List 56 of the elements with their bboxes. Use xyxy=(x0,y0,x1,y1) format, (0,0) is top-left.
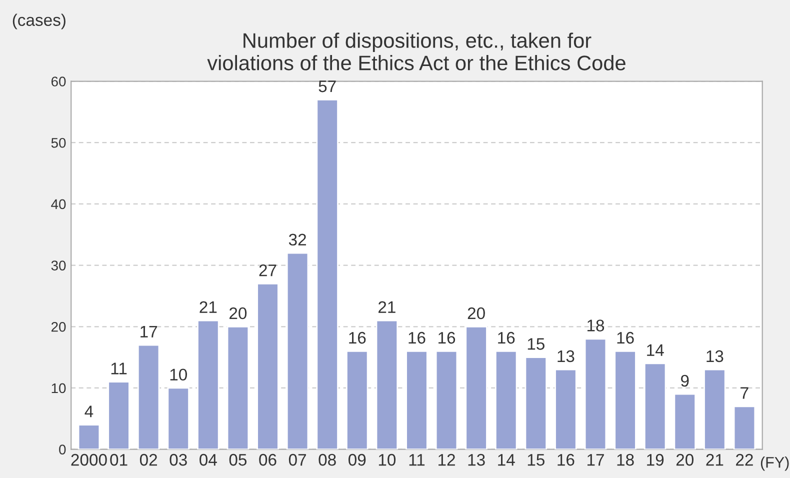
data-label: 21 xyxy=(200,301,217,313)
x-tick-label: 03 xyxy=(170,454,187,466)
x-tick-label: 19 xyxy=(647,454,664,466)
data-label: 16 xyxy=(408,332,426,344)
x-tick-label: 06 xyxy=(259,454,276,466)
data-label: 16 xyxy=(349,332,366,344)
x-tick-label: 14 xyxy=(498,454,515,466)
data-label: 32 xyxy=(288,234,306,246)
y-tick-label: 10 xyxy=(52,383,66,394)
data-label: 57 xyxy=(318,80,336,92)
data-label: 17 xyxy=(140,326,157,338)
data-label: 20 xyxy=(468,307,485,320)
data-label: 16 xyxy=(498,332,515,344)
x-tick-label: 01 xyxy=(110,454,128,466)
y-tick-label: 40 xyxy=(51,199,66,210)
x-tick-label: 04 xyxy=(200,454,217,466)
x-tick-label: 02 xyxy=(140,454,157,466)
y-tick-label: 20 xyxy=(51,322,66,332)
x-tick-label: 13 xyxy=(468,454,485,466)
chart-title: Number of dispositions, etc., taken for violations of the Ethics Act or the Ethics Code xyxy=(207,32,626,70)
y-axis-title: (cases) xyxy=(12,14,66,30)
x-tick-label: 12 xyxy=(438,454,455,466)
x-tick-label: 05 xyxy=(229,454,247,466)
x-tick-label: 09 xyxy=(348,454,366,466)
y-tick-label: 60 xyxy=(51,76,66,86)
data-label: 16 xyxy=(617,332,634,344)
data-label: 20 xyxy=(230,307,247,320)
data-label: 15 xyxy=(528,338,544,350)
x-tick-label: 11 xyxy=(409,454,425,466)
x-tick-label: 10 xyxy=(378,454,396,466)
data-label: 13 xyxy=(706,350,724,362)
data-label: 11 xyxy=(111,362,127,374)
x-tick-label: 16 xyxy=(558,454,574,466)
data-label: 16 xyxy=(438,332,456,344)
x-tick-label: 20 xyxy=(676,454,694,466)
data-label: 4 xyxy=(84,406,94,418)
data-label: 14 xyxy=(647,344,664,356)
x-tick-label: 2000 xyxy=(71,454,107,466)
x-tick-label: 08 xyxy=(318,454,336,466)
x-tick-label: 22 xyxy=(736,454,753,466)
y-tick-label: 50 xyxy=(51,138,66,148)
x-axis-title: (FY) xyxy=(760,456,789,471)
y-tick-label: 0 xyxy=(59,444,66,454)
x-tick-label: 07 xyxy=(288,454,306,466)
x-tick-label: 18 xyxy=(617,454,634,466)
x-tick-label: 15 xyxy=(528,454,544,466)
data-label: 7 xyxy=(740,387,748,399)
data-label: 10 xyxy=(170,368,187,381)
y-tick-label: 30 xyxy=(51,260,66,270)
data-label: 13 xyxy=(558,350,574,362)
x-tick-label: 17 xyxy=(588,454,604,466)
data-label: 21 xyxy=(378,301,396,313)
data-label: 9 xyxy=(681,374,689,387)
data-label: 27 xyxy=(259,264,276,276)
x-tick-label: 21 xyxy=(706,454,724,466)
data-label: 18 xyxy=(588,320,604,332)
